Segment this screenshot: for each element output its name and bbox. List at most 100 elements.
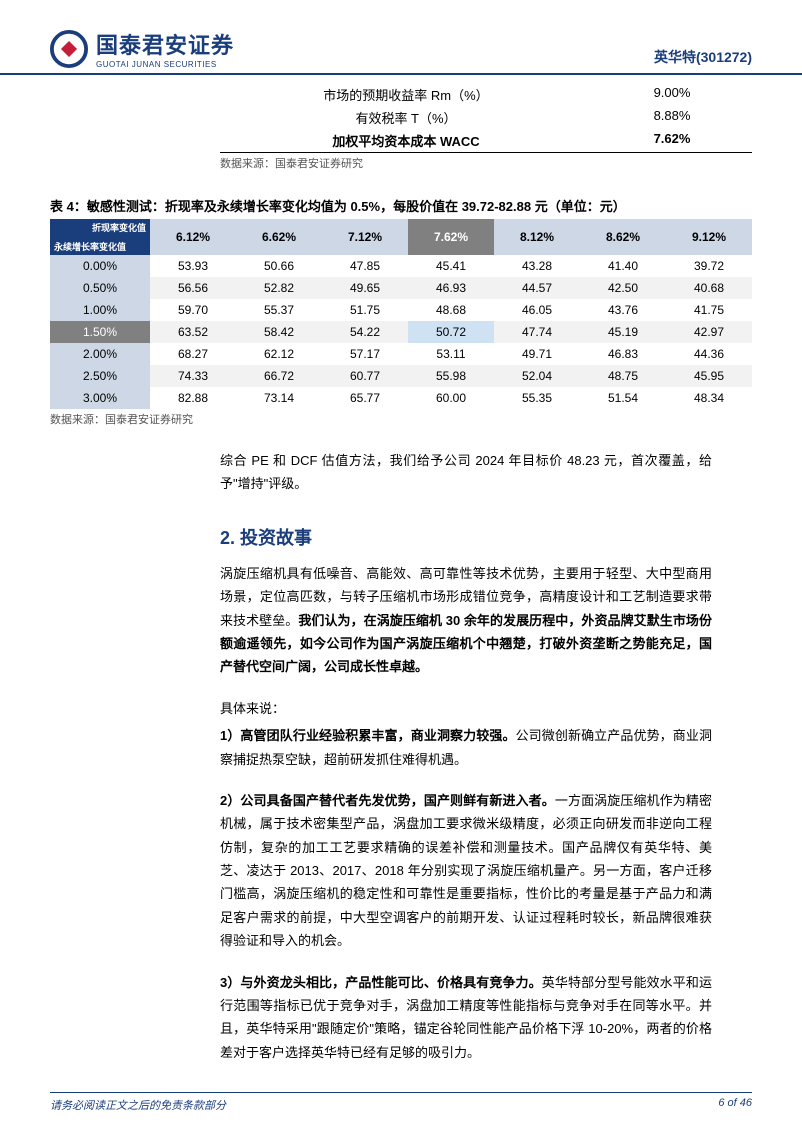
- sensitivity-table-source: 数据来源：国泰君安证券研究: [50, 411, 752, 427]
- table-cell: 54.22: [322, 321, 408, 343]
- table-cell: 45.19: [580, 321, 666, 343]
- table-col-header: 7.62%: [408, 219, 494, 255]
- table-cell: 63.52: [150, 321, 236, 343]
- table-cell: 55.35: [494, 387, 580, 409]
- point-2-body: 一方面涡旋压缩机作为精密机械，属于技术密集型产品，涡盘加工要求微米级精度，必须正…: [220, 793, 712, 948]
- table-cell: 51.54: [580, 387, 666, 409]
- metric-label: 市场的预期收益率 Rm（%）: [220, 85, 592, 104]
- table-col-header: 6.12%: [150, 219, 236, 255]
- company-logo-block: 国泰君安证券 GUOTAI JUNAN SECURITIES: [50, 28, 234, 69]
- company-logo-icon: [50, 30, 88, 68]
- table-cell: 53.93: [150, 255, 236, 277]
- table-row-header: 1.50%: [50, 321, 150, 343]
- table-cell: 42.97: [666, 321, 752, 343]
- table-cell: 62.12: [236, 343, 322, 365]
- metric-row: 加权平均资本成本 WACC7.62%: [220, 129, 752, 153]
- table-cell: 46.93: [408, 277, 494, 299]
- table-cell: 47.74: [494, 321, 580, 343]
- metric-value: 7.62%: [592, 131, 752, 150]
- table-cell: 41.75: [666, 299, 752, 321]
- table-row: 3.00%82.8873.1465.7760.0055.3551.5448.34: [50, 387, 752, 409]
- table-cell: 45.95: [666, 365, 752, 387]
- table-cell: 74.33: [150, 365, 236, 387]
- table-cell: 51.75: [322, 299, 408, 321]
- table-row: 0.50%56.5652.8249.6546.9344.5742.5040.68: [50, 277, 752, 299]
- table-cell: 50.72: [408, 321, 494, 343]
- stock-code: (301272): [696, 49, 752, 65]
- table-row: 1.00%59.7055.3751.7548.6846.0543.7641.75: [50, 299, 752, 321]
- metric-value: 8.88%: [592, 108, 752, 127]
- table-cell: 59.70: [150, 299, 236, 321]
- table-row-header: 3.00%: [50, 387, 150, 409]
- metric-label: 加权平均资本成本 WACC: [220, 131, 592, 150]
- table-cell: 65.77: [322, 387, 408, 409]
- point-1: 1）高管团队行业经验积累丰富，商业洞察力较强。公司微创新确立产品优势，商业洞察捕…: [220, 724, 712, 771]
- stock-name: 英华特: [654, 49, 696, 65]
- table-cell: 58.42: [236, 321, 322, 343]
- table-row: 2.50%74.3366.7260.7755.9852.0448.7545.95: [50, 365, 752, 387]
- sensitivity-table-caption: 表 4：敏感性测试：折现率及永续增长率变化均值为 0.5%，每股价值在 39.7…: [50, 196, 752, 215]
- table-corner-header: 折现率变化值永续增长率变化值: [50, 219, 150, 255]
- stock-code-block: 英华特(301272): [654, 47, 752, 69]
- table-cell: 46.83: [580, 343, 666, 365]
- table-row-header: 2.50%: [50, 365, 150, 387]
- table-cell: 50.66: [236, 255, 322, 277]
- top-metrics-source: 数据来源：国泰君安证券研究: [220, 153, 802, 171]
- table-cell: 49.65: [322, 277, 408, 299]
- sensitivity-table: 折现率变化值永续增长率变化值6.12%6.62%7.12%7.62%8.12%8…: [50, 219, 752, 409]
- table-col-header: 8.12%: [494, 219, 580, 255]
- table-col-header: 9.12%: [666, 219, 752, 255]
- point-1-lead: 1）高管团队行业经验积累丰富，商业洞察力较强。: [220, 728, 516, 743]
- table-cell: 41.40: [580, 255, 666, 277]
- table-cell: 60.77: [322, 365, 408, 387]
- company-name-cn: 国泰君安证券: [96, 33, 234, 58]
- point-2: 2）公司具备国产替代者先发优势，国产则鲜有新进入者。一方面涡旋压缩机作为精密机械…: [220, 789, 712, 953]
- table-col-header: 8.62%: [580, 219, 666, 255]
- table-row-header: 0.50%: [50, 277, 150, 299]
- table-cell: 48.34: [666, 387, 752, 409]
- valuation-summary-paragraph: 综合 PE 和 DCF 估值方法，我们给予公司 2024 年目标价 48.23 …: [220, 449, 712, 496]
- point-2-lead: 2）公司具备国产替代者先发优势，国产则鲜有新进入者。: [220, 793, 555, 808]
- table-row: 1.50%63.5258.4254.2250.7247.7445.1942.97: [50, 321, 752, 343]
- point-3: 3）与外资龙头相比，产品性能可比、价格具有竞争力。英华特部分型号能效水平和运行范…: [220, 971, 712, 1065]
- table-cell: 57.17: [322, 343, 408, 365]
- metric-label: 有效税率 T（%）: [220, 108, 592, 127]
- table-row: 2.00%68.2762.1257.1753.1149.7146.8344.36: [50, 343, 752, 365]
- top-metrics-table: 市场的预期收益率 Rm（%）9.00%有效税率 T（%）8.88%加权平均资本成…: [220, 83, 752, 153]
- logo-text-wrapper: 国泰君安证券 GUOTAI JUNAN SECURITIES: [96, 28, 234, 69]
- table-cell: 48.68: [408, 299, 494, 321]
- table-cell: 49.71: [494, 343, 580, 365]
- table-cell: 47.85: [322, 255, 408, 277]
- metric-value: 9.00%: [592, 85, 752, 104]
- table-cell: 44.36: [666, 343, 752, 365]
- section-2-title: 2. 投资故事: [220, 524, 712, 550]
- footer-page-number: 6 of 46: [718, 1097, 752, 1113]
- table-cell: 44.57: [494, 277, 580, 299]
- table-row-header: 1.00%: [50, 299, 150, 321]
- metric-row: 有效税率 T（%）8.88%: [220, 106, 752, 129]
- table-cell: 56.56: [150, 277, 236, 299]
- table-cell: 55.37: [236, 299, 322, 321]
- section-2-intro: 涡旋压缩机具有低噪音、高能效、高可靠性等技术优势，主要用于轻型、大中型商用场景，…: [220, 562, 712, 679]
- table-cell: 39.72: [666, 255, 752, 277]
- company-name-en: GUOTAI JUNAN SECURITIES: [96, 60, 234, 69]
- table-cell: 60.00: [408, 387, 494, 409]
- table-cell: 66.72: [236, 365, 322, 387]
- table-col-header: 7.12%: [322, 219, 408, 255]
- table-row-header: 0.00%: [50, 255, 150, 277]
- table-cell: 68.27: [150, 343, 236, 365]
- page-footer: 请务必阅读正文之后的免责条款部分 6 of 46: [50, 1092, 752, 1113]
- table-cell: 73.14: [236, 387, 322, 409]
- table-cell: 48.75: [580, 365, 666, 387]
- metric-row: 市场的预期收益率 Rm（%）9.00%: [220, 83, 752, 106]
- table-cell: 40.68: [666, 277, 752, 299]
- table-cell: 53.11: [408, 343, 494, 365]
- table-cell: 82.88: [150, 387, 236, 409]
- detail-label: 具体来说：: [220, 697, 712, 720]
- table-cell: 46.05: [494, 299, 580, 321]
- table-row: 0.00%53.9350.6647.8545.4143.2841.4039.72: [50, 255, 752, 277]
- table-cell: 52.04: [494, 365, 580, 387]
- table-cell: 43.28: [494, 255, 580, 277]
- page-header: 国泰君安证券 GUOTAI JUNAN SECURITIES 英华特(30127…: [0, 0, 802, 75]
- table-cell: 45.41: [408, 255, 494, 277]
